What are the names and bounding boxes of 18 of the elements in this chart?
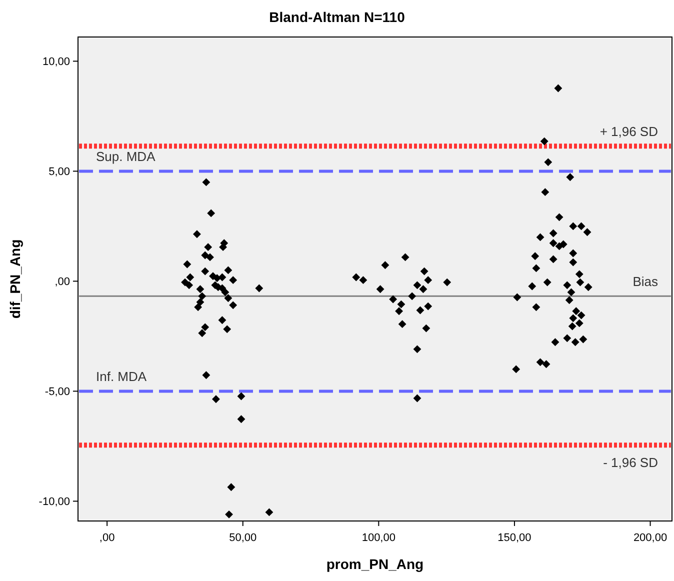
y-axis-title: dif_PN_Ang xyxy=(7,239,23,319)
ref-line-label: Bias xyxy=(632,274,658,290)
ref-line-label: Sup. MDA xyxy=(96,149,156,164)
ref-line-label: - 1,96 SD xyxy=(603,455,658,470)
y-tick-label: ,00 xyxy=(54,276,70,288)
x-axis-title: prom_PN_Ang xyxy=(326,556,424,572)
ref-line-label: Inf. MDA xyxy=(96,369,147,384)
chart-title: Bland-Altman N=110 xyxy=(269,9,406,25)
y-tick-label: 5,00 xyxy=(48,166,70,178)
x-tick-label: 100,00 xyxy=(362,532,396,544)
x-tick-label: 200,00 xyxy=(633,532,668,544)
ref-line-label: + 1,96 SD xyxy=(600,124,658,140)
x-tick-label: 150,00 xyxy=(498,532,532,544)
y-tick-label: -10,00 xyxy=(38,496,70,508)
x-tick-label: 50,00 xyxy=(229,532,257,544)
y-tick-label: 10,00 xyxy=(42,56,70,68)
y-tick-label: -5,00 xyxy=(44,386,70,398)
x-tick-label: ,00 xyxy=(99,532,115,544)
